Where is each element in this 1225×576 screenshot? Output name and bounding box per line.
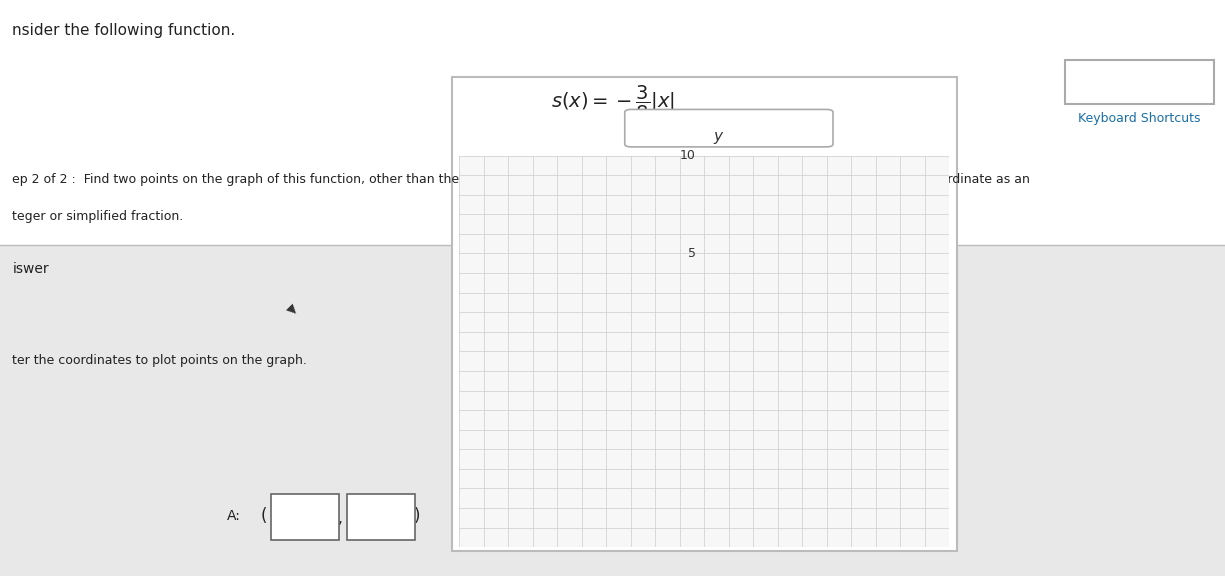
Text: A:: A: [227,509,240,522]
Text: teger or simplified fraction.: teger or simplified fraction. [12,210,184,223]
Text: Keyboard Shortcuts: Keyboard Shortcuts [1078,112,1200,126]
Text: ▸: ▸ [282,300,303,320]
Text: iswer: iswer [12,262,49,276]
Text: ,: , [338,511,343,526]
Text: ⊢  Keypad: ⊢ Keypad [1106,75,1172,88]
Text: 10: 10 [680,149,696,162]
Text: 5: 5 [687,247,696,260]
FancyBboxPatch shape [625,109,833,147]
Text: Enable Zoom/Pan: Enable Zoom/Pan [674,122,784,135]
Text: y: y [713,129,722,144]
FancyBboxPatch shape [271,494,339,540]
FancyBboxPatch shape [0,0,1225,245]
FancyBboxPatch shape [452,77,957,551]
Text: nsider the following function.: nsider the following function. [12,23,235,38]
FancyBboxPatch shape [0,245,1225,576]
Text: (: ( [260,506,267,525]
FancyBboxPatch shape [1065,60,1214,104]
Text: ): ) [413,506,420,525]
Text: $s(x) = -\dfrac{3}{8}|x|$: $s(x) = -\dfrac{3}{8}|x|$ [550,84,675,122]
Text: ter the coordinates to plot points on the graph.: ter the coordinates to plot points on th… [12,354,307,367]
Text: ep 2 of 2 :  Find two points on the graph of this function, other than the origi: ep 2 of 2 : Find two points on the graph… [12,173,1030,186]
FancyBboxPatch shape [347,494,415,540]
